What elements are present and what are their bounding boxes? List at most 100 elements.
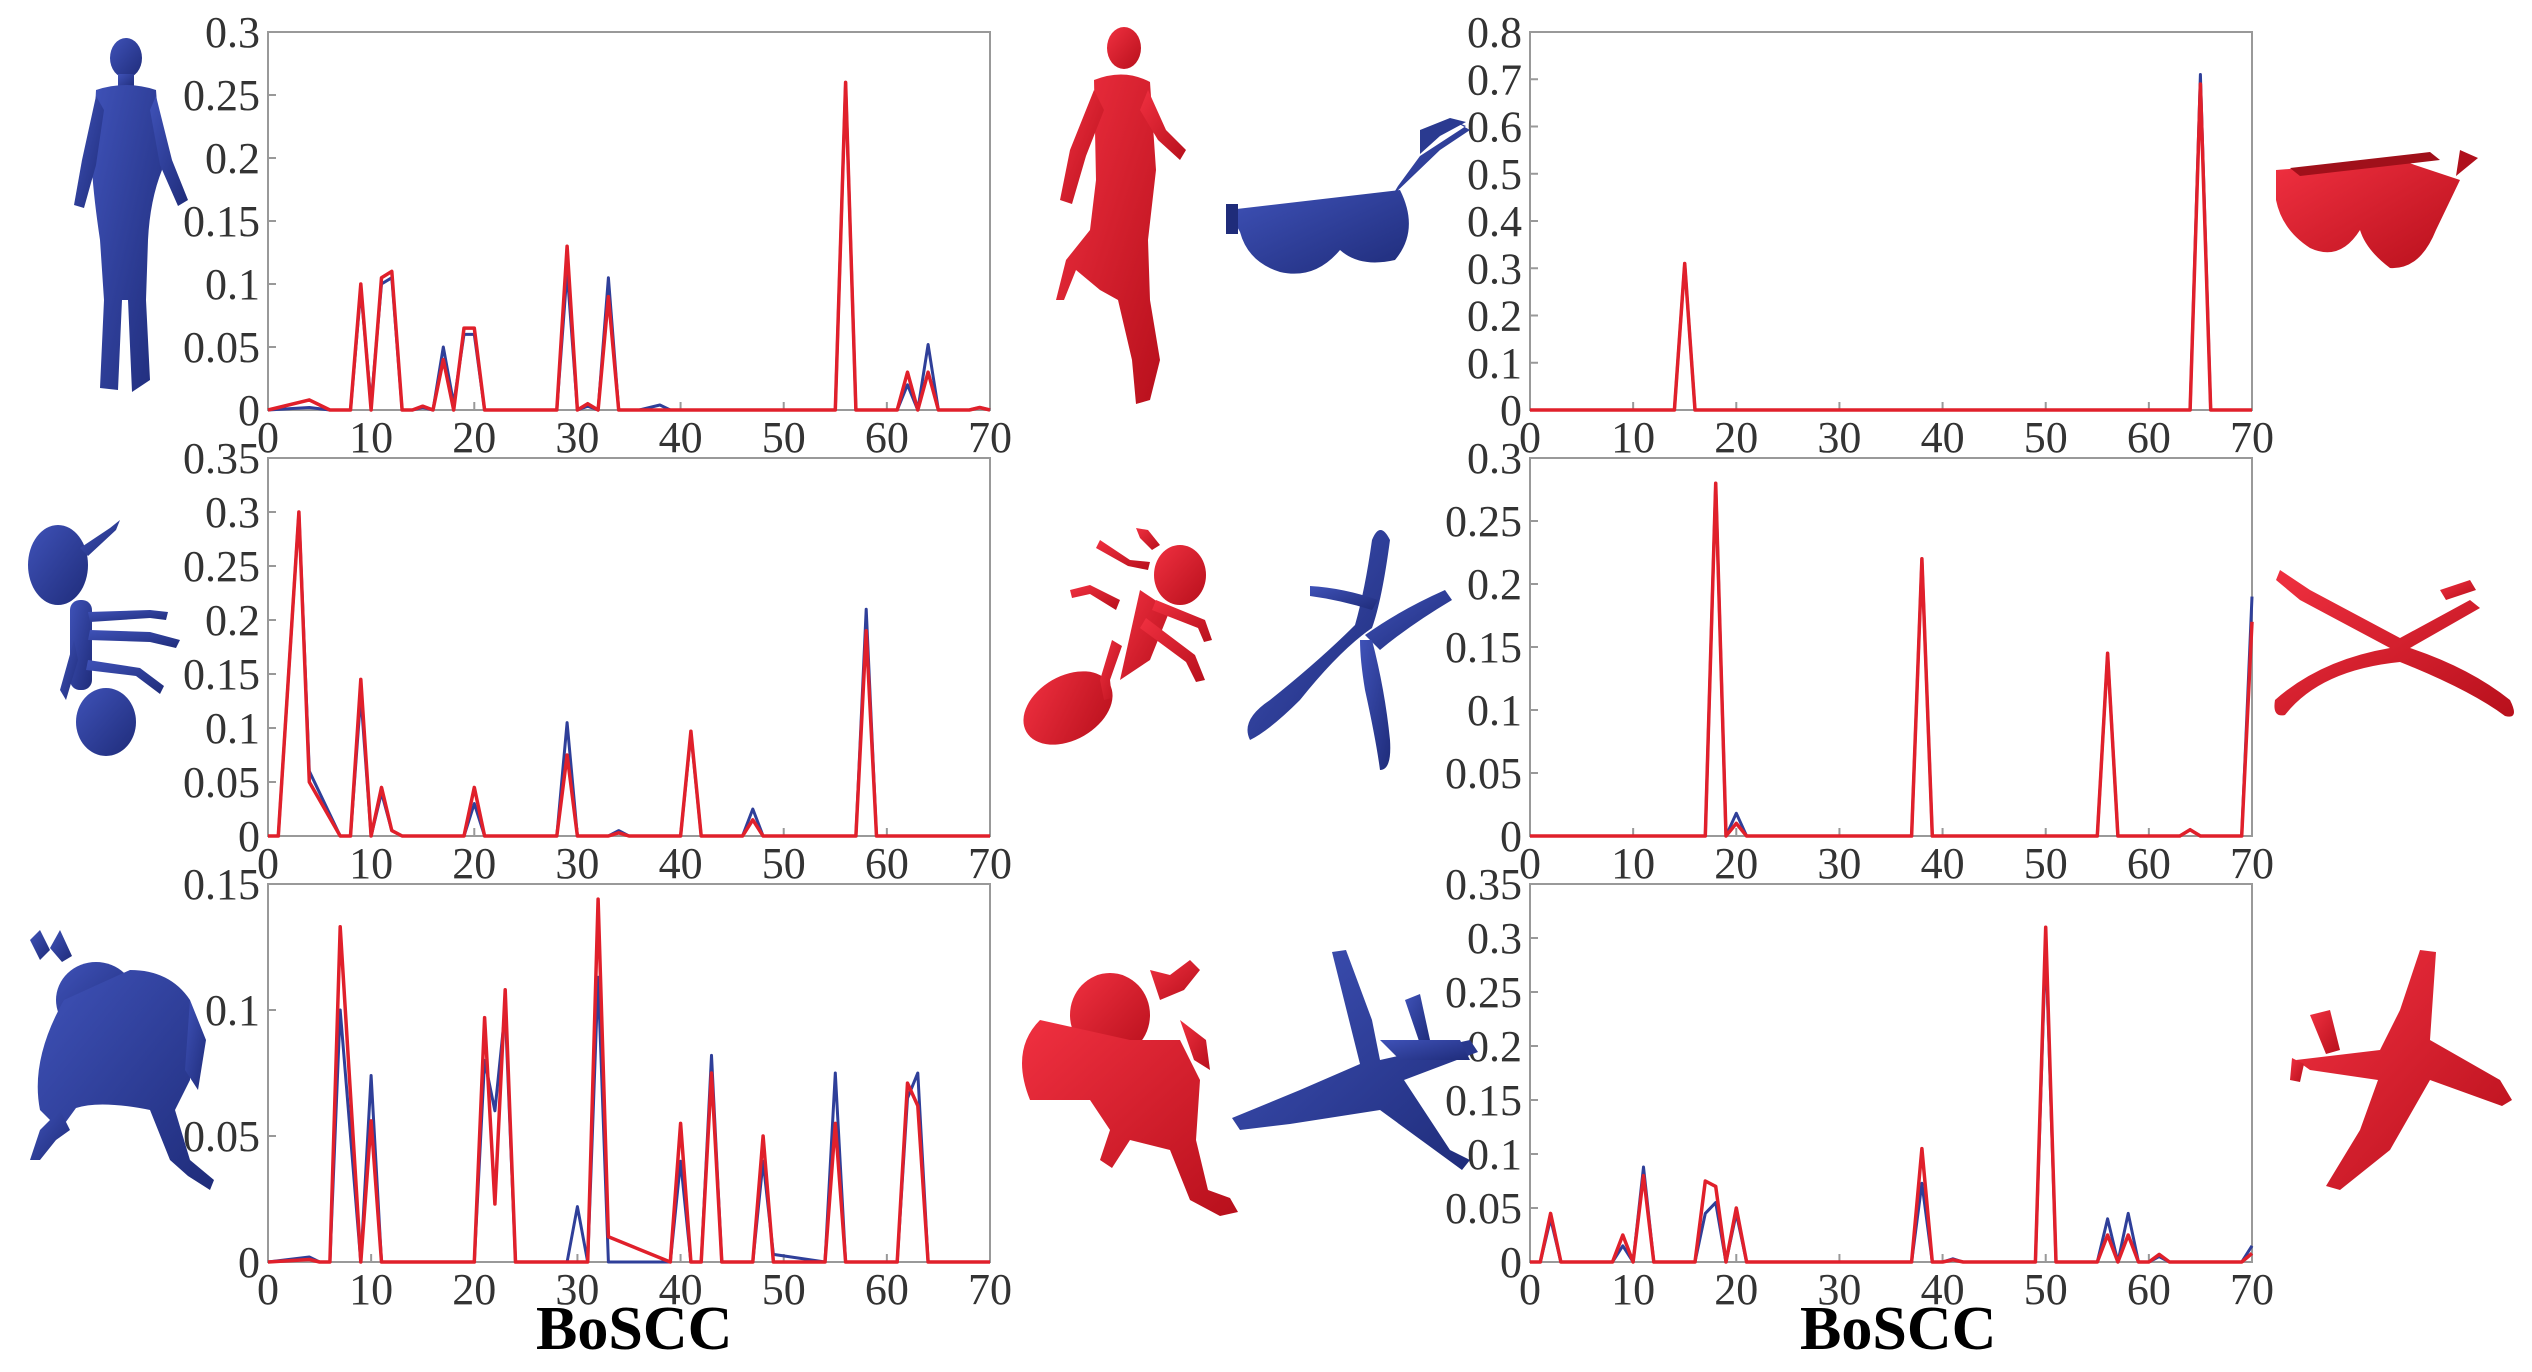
x-tick-label: 10: [349, 1265, 393, 1314]
x-tick-label: 10: [1611, 413, 1655, 462]
armadillo-blue-icon: [30, 930, 215, 1190]
y-tick-label: 0.1: [1467, 1130, 1522, 1179]
glasses-red-icon: [2276, 150, 2478, 269]
y-tick-label: 0.3: [1467, 914, 1522, 963]
series-line-blue: [267, 975, 990, 1264]
chart-panel-human: 0 10 20 30 40 50 60 70 0 0.05 0.1 0.15 0.2 0.25 0.3: [183, 8, 1012, 462]
plot-frame: [1529, 457, 2253, 837]
x-tick-label: 50: [762, 839, 806, 888]
y-tick-label: 0.3: [205, 488, 260, 537]
x-tick-label: 30: [1817, 413, 1861, 462]
four-limb-shape-red-icon: [2274, 570, 2514, 717]
x-tick-label: 40: [1921, 413, 1965, 462]
x-tick-label: 10: [1611, 839, 1655, 888]
x-tick-label: 70: [2230, 1265, 2274, 1314]
x-tick-label: 40: [659, 839, 703, 888]
x-tick-label: 70: [968, 1265, 1012, 1314]
x-tick-label: 70: [2230, 413, 2274, 462]
y-tick-label: 0.3: [1467, 244, 1522, 293]
x-tick-label: 60: [2127, 413, 2171, 462]
x-tick-label: 20: [1714, 413, 1758, 462]
x-tick-label: 10: [1611, 1265, 1655, 1314]
armadillo-red-icon: [1022, 960, 1238, 1216]
chart-panel-airplane: 0 10 20 30 40 50 60 70 0 0.05 0.1 0.15 0.2 0.25 0.3 0.3…: [1445, 860, 2274, 1314]
human-figure-red-icon: [1056, 27, 1186, 404]
y-tick-label: 0: [238, 1238, 260, 1287]
y-tick-label: 0.1: [1467, 339, 1522, 388]
y-tick-label: 0.05: [183, 323, 260, 372]
x-tick-label: 50: [2024, 413, 2068, 462]
y-tick-label: 0: [1500, 1238, 1522, 1287]
x-tick-label: 30: [555, 1265, 599, 1314]
y-tick-label: 0: [1500, 812, 1522, 861]
x-axis-caption-right: BoSCC: [1800, 1295, 1997, 1363]
y-tick-label: 0.25: [183, 542, 260, 591]
x-tick-label: 0: [1519, 413, 1541, 462]
y-tick-label: 0.2: [1467, 1022, 1522, 1071]
y-tick-label: 0.25: [1445, 497, 1522, 546]
y-tick-label: 0.35: [183, 434, 260, 483]
series-line-red: [267, 897, 990, 1264]
y-tick-label: 0.2: [205, 596, 260, 645]
x-tick-label: 70: [968, 839, 1012, 888]
y-tick-label: 0.3: [205, 8, 260, 57]
x-tick-label: 50: [2024, 1265, 2068, 1314]
y-tick-label: 0.7: [1467, 55, 1522, 104]
y-tick-label: 0.6: [1467, 103, 1522, 152]
series-line-red: [1530, 481, 2254, 838]
y-tick-label: 0.1: [1467, 686, 1522, 735]
y-tick-label: 0.15: [183, 650, 260, 699]
series-line-blue: [1530, 481, 2254, 838]
x-tick-label: 60: [865, 413, 909, 462]
y-tick-label: 0.2: [205, 134, 260, 183]
x-tick-label: 20: [452, 839, 496, 888]
ant-red-icon: [1023, 528, 1212, 745]
x-tick-label: 60: [2127, 1265, 2171, 1314]
x-tick-label: 0: [1519, 1265, 1541, 1314]
x-tick-label: 10: [349, 413, 393, 462]
ant-blue-icon: [28, 520, 180, 756]
x-tick-label: 60: [865, 1265, 909, 1314]
x-tick-label: 50: [2024, 839, 2068, 888]
y-tick-label: 0.1: [205, 986, 260, 1035]
four-limb-shape-blue-icon: [1247, 530, 1452, 770]
x-tick-label: 30: [1817, 1265, 1861, 1314]
y-tick-label: 0: [238, 812, 260, 861]
x-tick-label: 50: [762, 413, 806, 462]
x-tick-label: 40: [1921, 839, 1965, 888]
y-tick-label: 0.15: [1445, 623, 1522, 672]
x-tick-label: 60: [2127, 839, 2171, 888]
chart-panel-armadillo: 0 10 20 30 40 50 60 70 0 0.05 0.1 0.15: [183, 860, 1012, 1314]
y-tick-label: 0.2: [1467, 560, 1522, 609]
y-tick-label: 0.1: [205, 260, 260, 309]
series-line-red: [1530, 925, 2254, 1264]
x-tick-label: 40: [659, 413, 703, 462]
y-tick-label: 0: [238, 386, 260, 435]
y-tick-label: 0: [1500, 386, 1522, 435]
series-line-blue: [1530, 73, 2252, 412]
x-tick-label: 0: [257, 1265, 279, 1314]
y-tick-label: 0.05: [183, 1112, 260, 1161]
series-line-red: [267, 80, 991, 412]
y-tick-label: 0.35: [1445, 860, 1522, 909]
x-tick-label: 30: [555, 413, 599, 462]
x-tick-label: 0: [1519, 839, 1541, 888]
x-tick-label: 30: [1817, 839, 1861, 888]
x-tick-label: 40: [659, 1265, 703, 1314]
y-tick-label: 0.8: [1467, 8, 1522, 57]
x-tick-label: 20: [1714, 1265, 1758, 1314]
airplane-blue-icon: [1232, 950, 1478, 1170]
chart-panel-ant: 0 10 20 30 40 50 60 70 0 0.05 0.1 0.15 0.2 0.25 0.3 0.3…: [183, 434, 1012, 888]
plot-frame: [1529, 31, 2253, 411]
x-tick-label: 40: [1921, 1265, 1965, 1314]
series-line-red: [268, 510, 990, 838]
y-tick-label: 0.1: [205, 704, 260, 753]
chart-panel-fourlimb: 0 10 20 30 40 50 60 70 0 0.05 0.1 0.15 0.2 0.25 0.3: [1445, 434, 2274, 888]
human-figure-blue-icon: [74, 38, 188, 392]
x-tick-label: 20: [452, 1265, 496, 1314]
y-tick-label: 0.15: [1445, 1076, 1522, 1125]
plot-frame: [267, 457, 991, 837]
y-tick-label: 0.05: [1445, 1184, 1522, 1233]
